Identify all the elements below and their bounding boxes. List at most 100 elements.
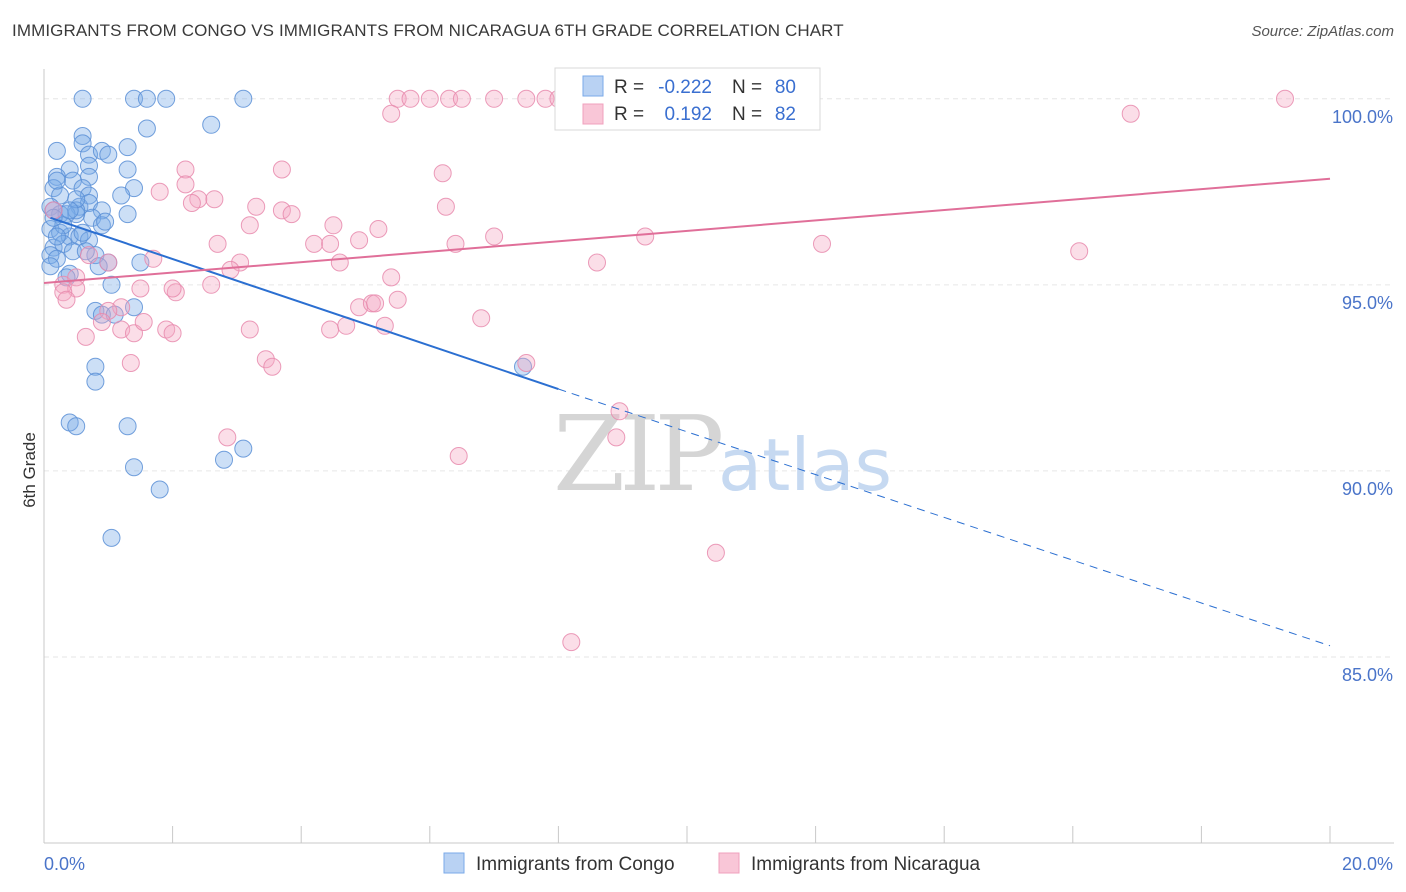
point-congo-63	[118, 417, 137, 436]
point-nicaragua-78	[44, 201, 63, 220]
point-congo-19	[63, 171, 82, 190]
point-congo-45	[54, 234, 73, 253]
point-congo-48	[47, 249, 66, 268]
watermark-zip: ZIP	[553, 393, 721, 515]
point-nicaragua-63	[76, 327, 95, 346]
point-congo-52	[41, 257, 60, 276]
point-nicaragua-77	[562, 633, 581, 652]
legend-r-label-congo: R =	[614, 77, 644, 98]
point-nicaragua-25	[240, 216, 259, 235]
legend-n-label-congo: N =	[732, 77, 762, 98]
legend-r-value-nicaragua: 0.192	[664, 104, 712, 125]
point-nicaragua-4	[452, 89, 471, 108]
trend-line-extension-congo	[558, 388, 1331, 647]
point-nicaragua-64	[240, 320, 259, 339]
correlation-legend: R = -0.222 N = 80 R = 0.192 N = 82	[554, 67, 821, 131]
point-congo-4	[234, 89, 253, 108]
point-nicaragua-70	[121, 354, 140, 372]
x-tick-label-0: 0.0%	[44, 854, 85, 874]
point-nicaragua-0	[388, 89, 407, 108]
point-congo-76	[47, 227, 66, 246]
point-congo-29	[92, 201, 111, 220]
point-nicaragua-5	[485, 89, 504, 108]
legend-n-value-congo: 80	[775, 77, 796, 98]
point-nicaragua-73	[218, 428, 237, 447]
point-congo-0	[73, 89, 92, 108]
point-nicaragua-72	[610, 402, 629, 421]
axes	[43, 69, 1394, 844]
point-nicaragua-6	[517, 89, 536, 108]
point-congo-79	[44, 208, 63, 227]
point-nicaragua-71	[517, 354, 536, 372]
point-congo-1	[125, 89, 143, 108]
legend-swatch-congo	[582, 75, 604, 97]
point-nicaragua-80	[57, 290, 76, 309]
series-legend-swatch-nicaragua	[718, 852, 740, 874]
point-nicaragua-65	[321, 320, 340, 339]
point-nicaragua-34	[813, 234, 831, 253]
point-congo-6	[137, 119, 156, 138]
chart-title: IMMIGRANTS FROM CONGO VS IMMIGRANTS FROM…	[12, 21, 844, 40]
point-congo-65	[215, 450, 233, 469]
point-nicaragua-60	[134, 313, 153, 331]
point-nicaragua-13	[272, 160, 291, 179]
series-congo-points	[41, 89, 532, 547]
point-congo-57	[125, 298, 143, 317]
grid-lines	[44, 98, 1394, 658]
point-congo-16	[118, 160, 137, 179]
point-nicaragua-75	[449, 447, 468, 465]
y-tick-label-0: 100.0%	[1332, 107, 1393, 127]
point-nicaragua-15	[176, 175, 195, 194]
point-nicaragua-32	[485, 227, 504, 246]
point-nicaragua-22	[282, 205, 301, 224]
series-legend-swatch-congo	[443, 852, 465, 874]
legend-r-value-congo: -0.222	[658, 77, 712, 98]
legend-n-label-nicaragua: N =	[732, 104, 762, 125]
trend-line-congo	[50, 216, 559, 390]
legend-swatch-nicaragua	[582, 103, 604, 125]
point-congo-2	[137, 89, 156, 108]
point-nicaragua-53	[366, 294, 385, 313]
point-nicaragua-62	[163, 324, 182, 343]
point-congo-8	[73, 134, 92, 153]
point-nicaragua-16	[150, 182, 169, 201]
point-nicaragua-57	[92, 313, 111, 331]
point-nicaragua-14	[433, 164, 452, 183]
point-nicaragua-2	[420, 89, 439, 108]
point-congo-62	[67, 417, 86, 436]
chart-source: Source: ZipAtlas.com	[1251, 23, 1394, 40]
point-nicaragua-12	[176, 160, 195, 179]
series-legend-label-congo: Immigrants from Congo	[476, 854, 675, 875]
point-nicaragua-30	[208, 234, 227, 253]
point-congo-66	[125, 458, 143, 477]
point-nicaragua-11	[1121, 104, 1140, 123]
point-nicaragua-23	[436, 197, 455, 216]
point-nicaragua-79	[99, 253, 118, 272]
watermark-atlas: atlas	[718, 423, 892, 507]
y-tick-label-1: 95.0%	[1342, 293, 1393, 313]
point-nicaragua-40	[588, 253, 606, 272]
point-nicaragua-39	[330, 253, 349, 272]
point-nicaragua-48	[202, 275, 221, 294]
point-congo-13	[99, 145, 118, 164]
x-tick-label-1: 20.0%	[1342, 854, 1393, 874]
point-nicaragua-3	[440, 89, 459, 108]
point-nicaragua-69	[263, 357, 282, 376]
point-nicaragua-18	[205, 190, 224, 209]
point-nicaragua-43	[80, 246, 98, 265]
point-congo-69	[47, 171, 66, 190]
point-congo-68	[102, 528, 121, 547]
point-nicaragua-7	[536, 89, 555, 108]
point-nicaragua-50	[388, 290, 407, 309]
point-congo-67	[150, 480, 169, 499]
point-nicaragua-46	[131, 279, 150, 298]
point-congo-3	[157, 89, 176, 108]
point-nicaragua-54	[472, 309, 491, 328]
point-nicaragua-9	[1276, 89, 1294, 108]
point-nicaragua-26	[369, 220, 388, 238]
trend-lines	[43, 177, 1331, 647]
point-congo-58	[86, 357, 105, 376]
point-nicaragua-28	[321, 234, 340, 253]
legend-r-label-nicaragua: R =	[614, 104, 644, 125]
y-tick-label-2: 90.0%	[1342, 479, 1393, 499]
